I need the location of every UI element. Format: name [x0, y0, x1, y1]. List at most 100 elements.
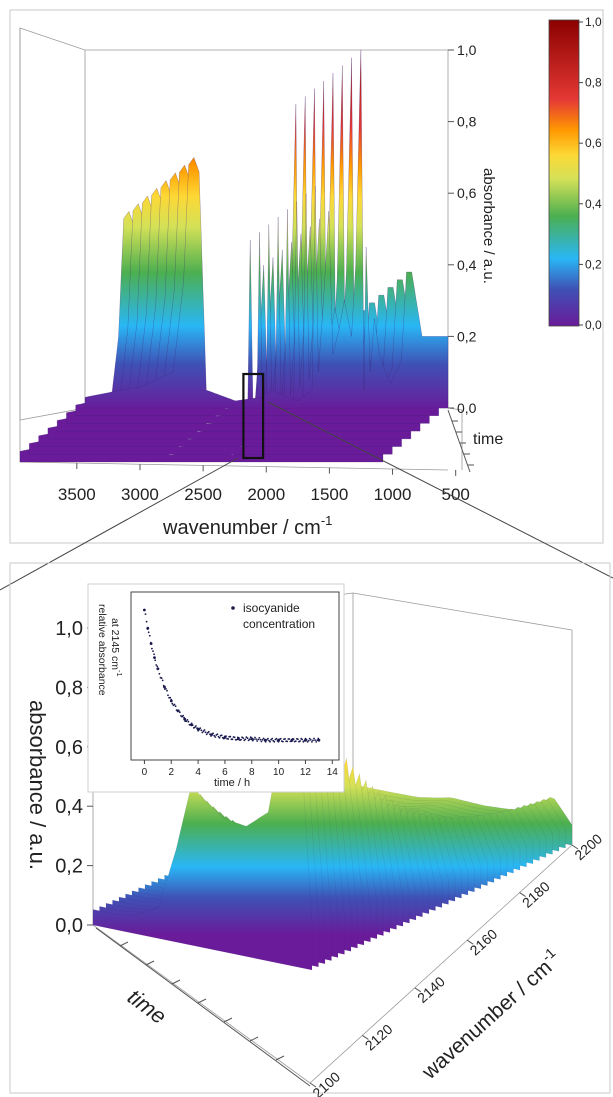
inset-fill-point: [170, 698, 173, 701]
inset-fill-point: [204, 731, 207, 734]
inset-fill-point: [316, 739, 319, 742]
inset-fill-point: [183, 716, 186, 719]
inset-fill-point: [248, 738, 251, 741]
inset-fill-point: [186, 719, 189, 721]
inset-fill-point: [303, 739, 306, 742]
inset-x-tick-label: 14: [327, 767, 339, 778]
top-z-tick-label: 0,2: [457, 328, 477, 344]
inset-fill-point: [317, 737, 320, 740]
inset-fill-point: [220, 734, 223, 737]
inset-fill-point: [148, 634, 151, 637]
inset-fill-point: [151, 647, 153, 650]
inset-data-point: [317, 738, 321, 742]
colorbar-tick-label: 1,0: [585, 15, 602, 29]
inset-fill-point: [194, 726, 196, 729]
inset-fill-point: [299, 740, 301, 742]
inset-fill-point: [256, 740, 258, 742]
inset-fill-point: [213, 734, 216, 737]
bottom-x-axis-label: wavenumber / cm-1: [415, 944, 566, 1084]
inset-fill-point: [144, 613, 147, 615]
top-x-tick-label: 1000: [374, 485, 412, 504]
top-x-tick-label: 2000: [247, 485, 285, 504]
highlight-box: [242, 372, 265, 460]
inset-fill-point: [203, 729, 206, 731]
inset-fill-point: [269, 740, 271, 743]
bottom-z-tick-label: 0,8: [55, 677, 83, 699]
inset-y-axis-label: relative absorbance: [96, 604, 108, 696]
inset-fill-point: [313, 737, 315, 740]
inset-fill-point: [190, 722, 193, 725]
inset-fill-point: [174, 705, 177, 708]
inset-fill-point: [264, 741, 267, 743]
colorbar-tick-label: 0,8: [585, 76, 602, 90]
inset-fill-point: [161, 679, 164, 682]
inset-fill-point: [257, 738, 260, 741]
inset-fill-point: [259, 738, 262, 741]
inset-fill-point: [198, 728, 201, 731]
inset-fill-point: [290, 740, 293, 743]
inset-fill-point: [227, 738, 230, 740]
inset-fill-point: [143, 609, 146, 611]
inset-fill-point: [307, 739, 310, 742]
top-depth-axis-label: time: [473, 431, 503, 448]
inset-fill-point: [223, 737, 225, 740]
inset-fill-point: [233, 736, 236, 739]
top-x-tick-label: 1500: [310, 485, 348, 504]
inset-fill-point: [262, 737, 265, 740]
inset-fill-point: [306, 740, 309, 743]
inset-fill-point: [214, 736, 217, 738]
inset-fill-point: [216, 733, 219, 736]
inset-fill-point: [315, 741, 318, 743]
inset-x-tick-label: 10: [273, 767, 285, 778]
inset-y-axis-label-2: at 2145 cm-1: [109, 618, 124, 677]
bottom-x-tick-label: 2120: [362, 1021, 396, 1054]
inset-fill-point: [212, 732, 215, 735]
inset-fill-point: [271, 737, 274, 740]
bottom-x-tick: [309, 1082, 317, 1088]
inset-fill-point: [177, 709, 180, 712]
inset-fill-point: [185, 720, 188, 723]
inset-fill-point: [273, 740, 276, 743]
inset-fill-point: [242, 737, 245, 739]
inset-fill-point: [160, 677, 163, 680]
inset-fill-point: [205, 733, 208, 736]
inset-fill-point: [255, 738, 257, 740]
inset-fill-point: [178, 711, 181, 714]
inset-fill-point: [254, 736, 256, 739]
bottom-spectrum-surface: [92, 656, 573, 971]
top-z-tick-label: 0,4: [457, 257, 477, 273]
inset-fill-point: [235, 738, 238, 741]
inset-fill-point: [197, 729, 200, 732]
inset-data-point: [169, 699, 173, 703]
inset-fill-point: [199, 727, 202, 730]
colorbar-tick-label: 0,0: [585, 318, 602, 332]
inset-fill-point: [292, 738, 295, 741]
inset-x-tick-label: 4: [195, 767, 201, 778]
inset-fill-point: [201, 731, 204, 734]
inset-fill-point: [314, 739, 316, 741]
inset-fill-point: [268, 739, 270, 742]
top-x-tick-label: 3000: [121, 485, 159, 504]
top-z-tick-label: 0,6: [457, 185, 477, 201]
inset-fill-point: [240, 738, 242, 741]
bottom-z-tick-label: 0,0: [55, 915, 83, 937]
inset-fill-point: [195, 725, 197, 727]
inset-series: [143, 608, 321, 743]
inset-fill-point: [158, 672, 161, 675]
inset-fill-point: [275, 737, 278, 740]
colorbar-ticks: 1,0 0,8 0,6 0,4 0,2 0,0: [579, 15, 602, 332]
inset-x-tick-label: 8: [249, 767, 255, 778]
inset-fill-point: [238, 737, 240, 739]
inset-fill-point: [246, 737, 249, 740]
top-panel-frame: [9, 9, 604, 544]
bottom-x-tick: [414, 987, 422, 993]
inset-fill-point: [189, 723, 192, 726]
top-z-tick-label: 0,0: [457, 400, 477, 416]
inset-fill-point: [294, 740, 297, 742]
colorbar: [548, 19, 580, 327]
top-x-tick-label: 500: [441, 485, 469, 504]
inset-x-tick-label: 2: [168, 767, 174, 778]
inset-fill-point: [229, 735, 232, 738]
inset-plot-area: [130, 591, 340, 761]
